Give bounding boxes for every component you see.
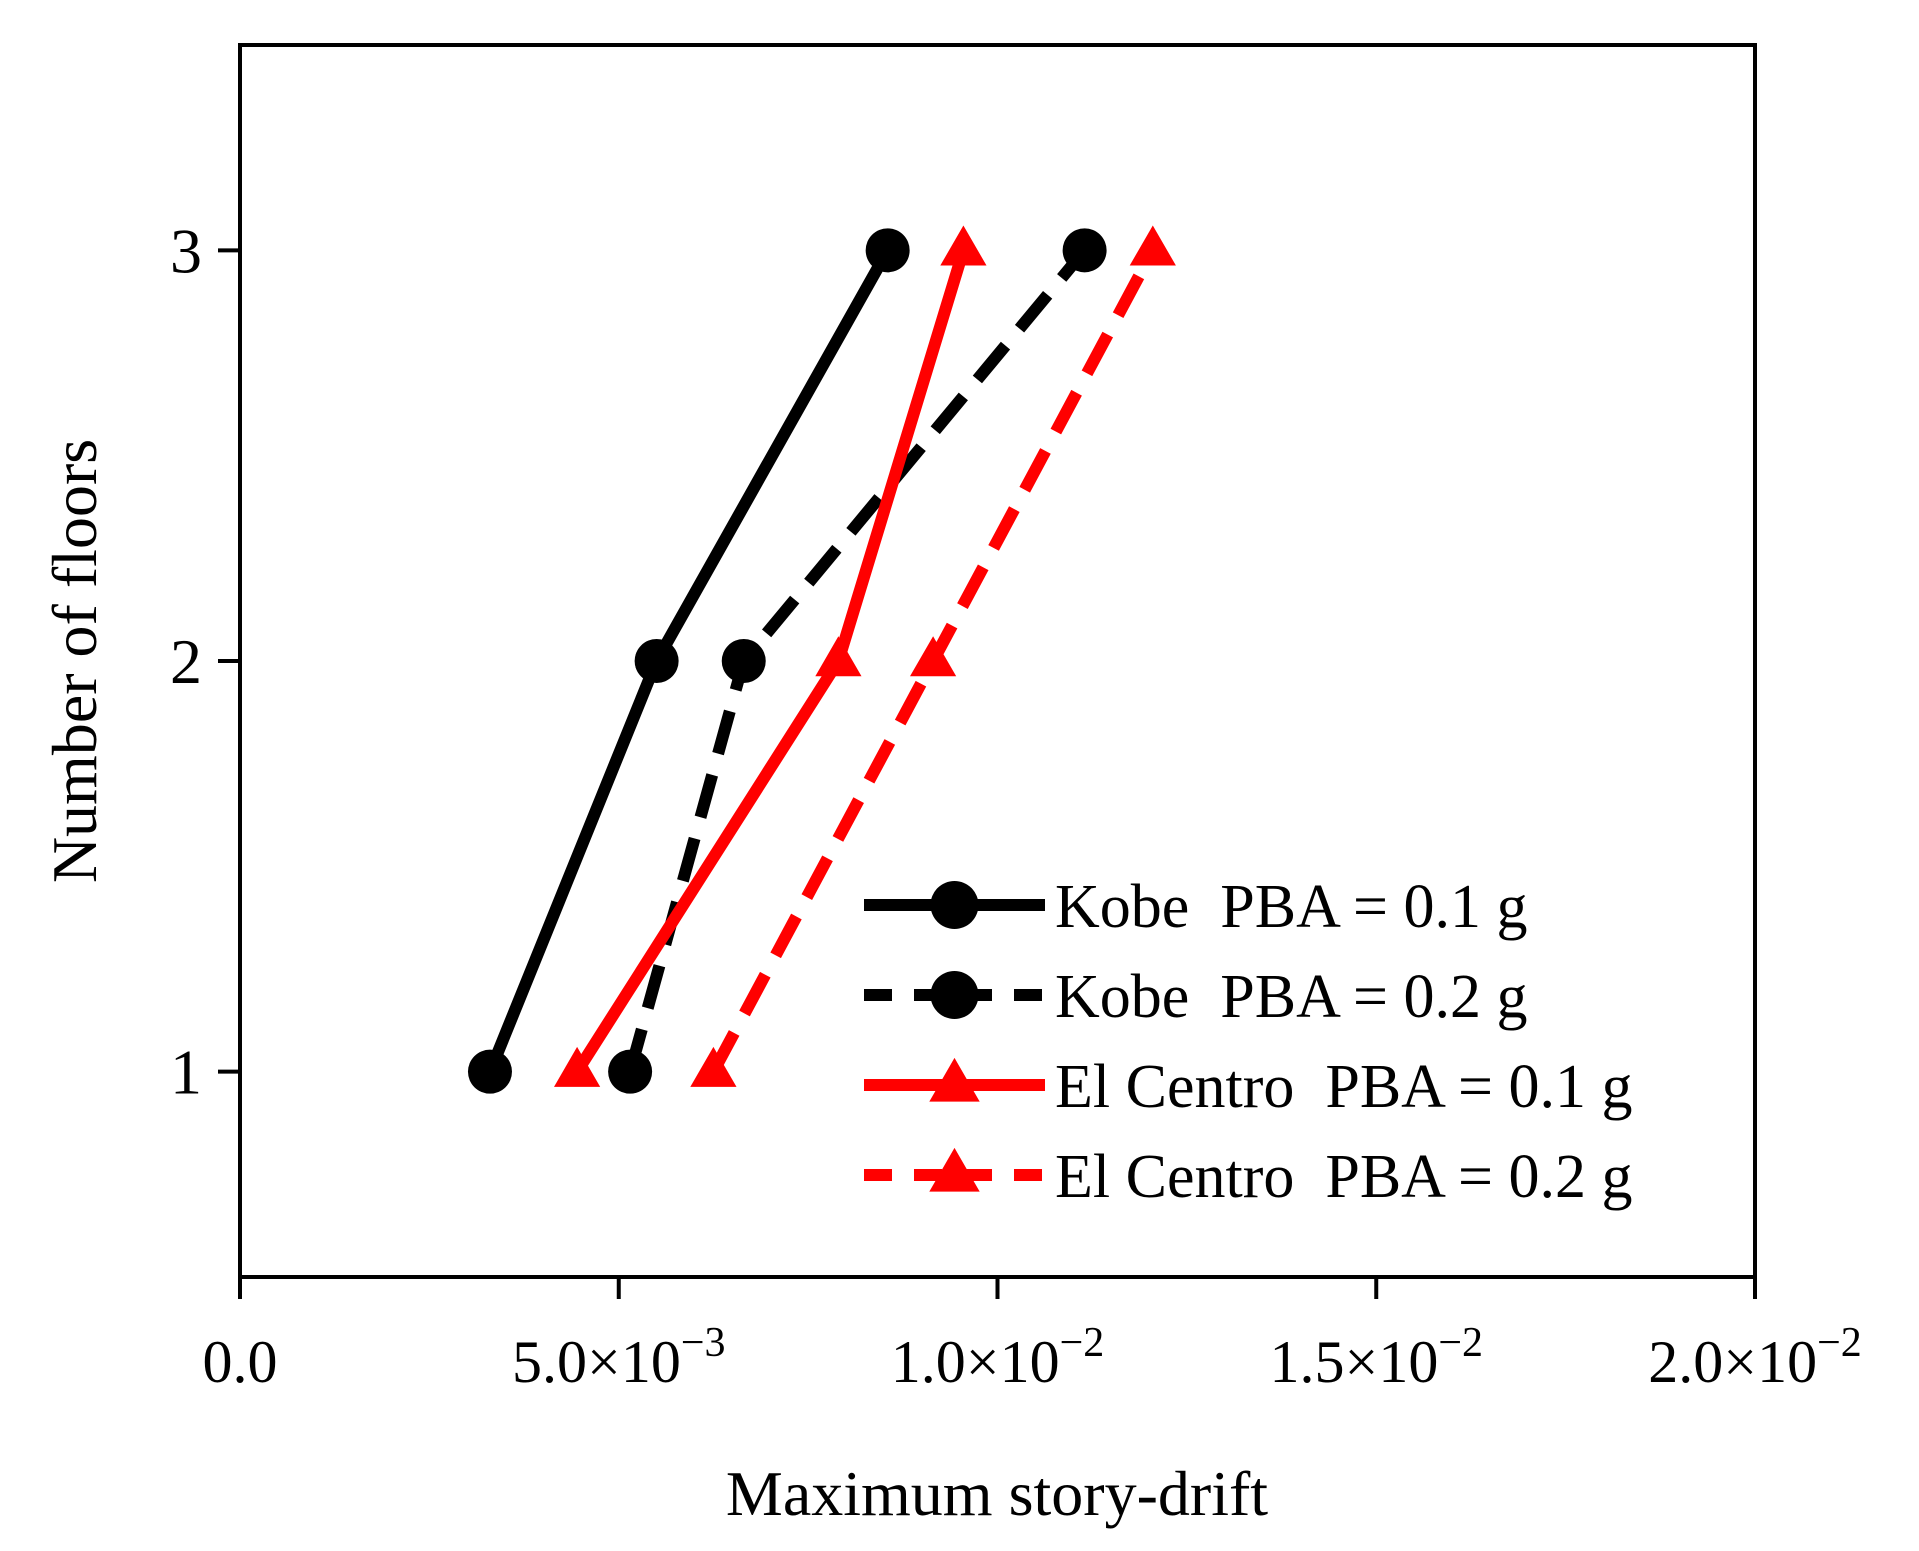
legend-label: Kobe PBA = 0.2 g	[1055, 963, 1527, 1031]
data-point	[467, 1049, 512, 1094]
x-tick-label: 0.0	[203, 1329, 278, 1395]
x-tick-label: 1.5×10−2	[1269, 1320, 1483, 1395]
data-point	[554, 1046, 601, 1087]
data-point	[865, 228, 910, 273]
series-line	[624, 246, 1090, 1074]
x-tick-label: 1.0×10−2	[891, 1320, 1105, 1395]
data-point	[608, 1049, 653, 1094]
x-tick-label: 5.0×10−3	[512, 1320, 726, 1395]
legend-marker	[929, 1057, 980, 1102]
series-layer	[467, 225, 1176, 1094]
x-axis-label: Maximum story-drift	[726, 1458, 1268, 1529]
series-1	[467, 228, 910, 1094]
y-axis: 1 2 3	[170, 215, 240, 1108]
legend-label: El Centro PBA = 0.2 g	[1055, 1143, 1633, 1211]
data-point	[634, 639, 679, 683]
legend-entry: Kobe PBA = 0.2 g	[864, 963, 1527, 1031]
data-point	[940, 225, 987, 266]
legend-marker	[929, 1147, 980, 1192]
legend-marker	[930, 971, 979, 1019]
data-point	[721, 639, 766, 683]
y-tick-label: 3	[170, 215, 202, 286]
series-4	[690, 225, 1176, 1087]
y-axis-label: Number of floors	[39, 439, 110, 883]
y-tick-label: 1	[170, 1037, 202, 1108]
series-2	[608, 228, 1107, 1094]
legend-entry: Kobe PBA = 0.1 g	[864, 873, 1527, 941]
legend: Kobe PBA = 0.1 g Kobe PBA = 0.2 g El Centr…	[864, 873, 1633, 1211]
legend-marker	[930, 881, 979, 929]
x-tick-label: 2.0×10−2	[1648, 1320, 1862, 1395]
legend-label: Kobe PBA = 0.1 g	[1055, 873, 1527, 941]
data-point	[815, 636, 862, 677]
data-point	[1129, 225, 1176, 266]
data-point	[690, 1046, 737, 1087]
data-point	[1062, 228, 1107, 273]
legend-entry: El Centro PBA = 0.1 g	[864, 1053, 1633, 1121]
legend-entry: El Centro PBA = 0.2 g	[864, 1143, 1633, 1211]
x-axis: 0.0 5.0×10−3 1.0×10−2 1.5×10−2 2.0×10−2	[203, 1277, 1862, 1395]
series-3	[554, 225, 987, 1087]
legend-label: El Centro PBA = 0.1 g	[1055, 1053, 1633, 1121]
data-point	[910, 636, 957, 677]
y-tick-label: 2	[170, 626, 202, 697]
